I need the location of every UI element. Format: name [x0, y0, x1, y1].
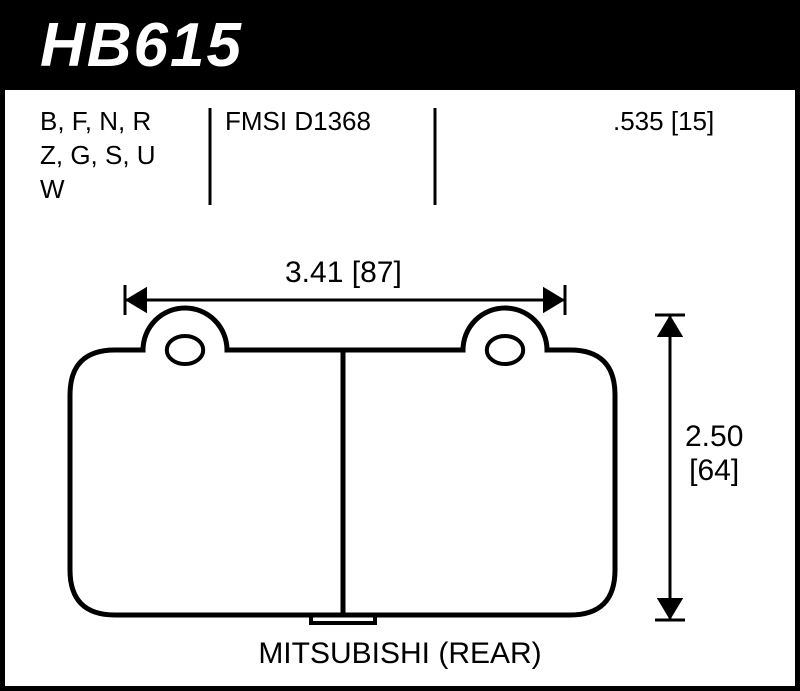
- diagram-svg: [5, 90, 795, 686]
- part-number: HB615: [40, 10, 243, 81]
- content-frame: B, F, N, R Z, G, S, U W FMSI D1368 .535 …: [0, 90, 800, 691]
- header-bar: HB615: [0, 0, 800, 90]
